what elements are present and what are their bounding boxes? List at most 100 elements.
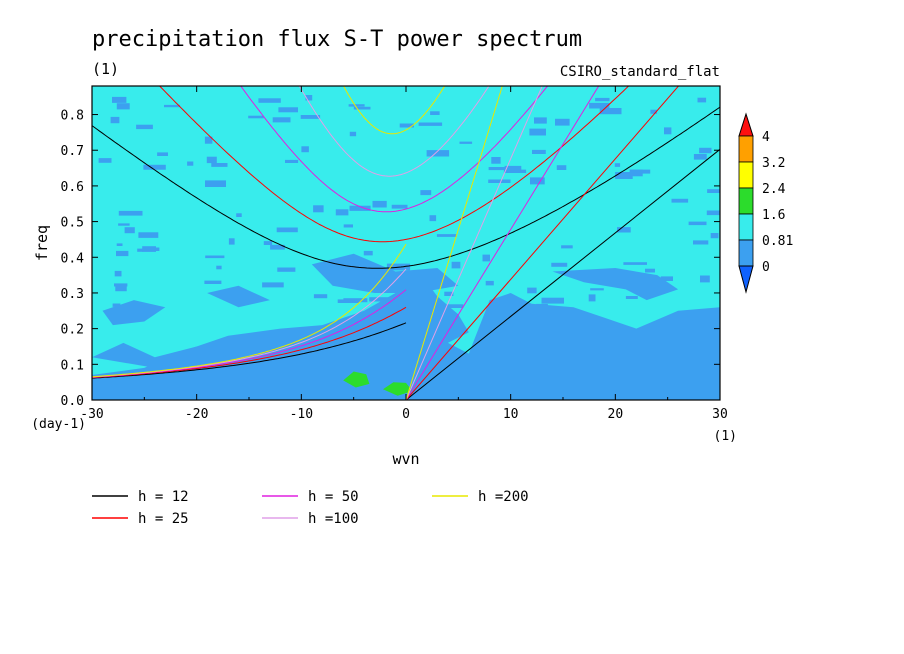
low-power-speck	[532, 149, 546, 154]
inertia-gravity-curve	[158, 86, 630, 243]
colorbar-label: 4	[762, 130, 770, 145]
kelvin-curve	[405, 86, 503, 400]
low-power-speck	[248, 115, 264, 119]
low-power-speck	[277, 267, 296, 272]
low-power-speck	[324, 268, 343, 274]
low-power-speck	[710, 233, 719, 239]
low-power-speck	[693, 240, 709, 245]
low-power-speck	[270, 244, 285, 250]
low-power-speck	[164, 104, 180, 108]
low-power-speck	[143, 164, 166, 170]
low-power-speck	[301, 146, 309, 153]
low-power-speck	[116, 103, 130, 110]
y-axis-label: freq	[33, 225, 51, 261]
low-power-patch	[207, 285, 270, 308]
low-power-speck	[664, 127, 672, 135]
low-power-speck	[216, 265, 222, 270]
low-power-speck	[555, 118, 570, 126]
low-power-speck	[300, 115, 321, 119]
low-power-speck	[418, 270, 434, 276]
low-power-speck	[263, 241, 273, 245]
low-power-speck	[527, 287, 537, 294]
low-power-speck	[588, 294, 596, 302]
low-power-speck	[116, 243, 123, 246]
low-power-speck	[485, 280, 494, 286]
low-power-speck	[335, 209, 349, 216]
low-power-speck	[699, 147, 712, 154]
low-power-speck	[353, 106, 371, 110]
x-tick-label: 10	[503, 407, 519, 422]
mixed-rossby-gravity-curve	[92, 306, 407, 379]
low-power-speck	[138, 232, 159, 238]
low-power-speck	[205, 255, 225, 259]
colorbar: 4 3.2 2.4 1.6 0.81 0	[738, 112, 793, 294]
low-power-speck	[305, 95, 313, 101]
low-power-speck	[204, 136, 213, 144]
dispersion-curves	[92, 86, 720, 400]
colorbar-label: 2.4	[762, 182, 786, 197]
low-power-patch	[311, 253, 459, 293]
low-power-speck	[112, 303, 121, 307]
low-power-speck	[272, 117, 291, 123]
colorbar-label: 3.2	[762, 156, 785, 171]
low-power-speck	[276, 227, 298, 233]
low-power-speck	[343, 224, 353, 228]
low-power-speck	[556, 165, 567, 170]
low-power-speck	[211, 163, 228, 167]
low-power-speck	[313, 294, 328, 299]
low-power-speck	[116, 250, 129, 257]
colorbar-label: 0.81	[762, 234, 793, 249]
low-power-speck	[356, 267, 372, 271]
low-power-speck	[420, 190, 432, 196]
y-tick-label: 0.1	[61, 358, 84, 373]
low-power-speck	[645, 268, 655, 273]
x-tick-label: -30	[80, 407, 103, 422]
colorbar-bottom-triangle	[738, 265, 754, 294]
legend-label: h = 50	[308, 489, 359, 505]
low-power-speck	[706, 210, 720, 216]
model-name-label: CSIRO_standard_flat	[560, 64, 720, 80]
low-power-speck	[348, 104, 365, 107]
low-power-speck	[228, 238, 235, 245]
y-units-label: (day-1)	[31, 417, 86, 432]
low-power-speck	[340, 268, 356, 272]
y-tick-label: 0.3	[61, 287, 84, 302]
low-power-speck	[206, 156, 217, 164]
low-power-speck	[110, 116, 120, 124]
low-power-speck	[205, 180, 226, 187]
low-power-speck	[369, 297, 393, 302]
low-power-speck	[157, 152, 168, 156]
low-power-speck	[436, 234, 457, 237]
colorbar-swatch	[738, 135, 754, 163]
low-power-speck	[488, 167, 512, 171]
plot-area	[92, 86, 720, 400]
kelvin-curve	[405, 86, 680, 400]
low-power-speck	[426, 150, 450, 157]
x-tick-label: -20	[185, 407, 208, 422]
y-tick-label: 0.7	[61, 144, 84, 159]
legend-label: h =100	[308, 511, 359, 527]
low-power-speck	[429, 215, 437, 222]
peak-region	[343, 371, 413, 396]
low-power-speck	[399, 123, 414, 128]
low-power-speck	[561, 245, 573, 249]
low-power-speck	[349, 131, 357, 137]
low-power-speck	[136, 124, 153, 130]
low-power-speck	[614, 163, 621, 167]
x-tick-label: 20	[608, 407, 624, 422]
low-power-speck	[534, 117, 547, 124]
colorbar-swatch	[738, 161, 754, 189]
y-tick-label: 0.4	[61, 251, 85, 266]
low-power-speck	[112, 96, 127, 103]
low-power-speck	[617, 227, 631, 233]
inertia-gravity-curve	[343, 86, 446, 135]
x-tick-label: 30	[712, 407, 728, 422]
low-power-speck	[707, 189, 720, 193]
curve-group	[92, 86, 680, 400]
colorbar-label: 0	[762, 260, 770, 275]
low-power-speck	[313, 205, 324, 213]
x-axis-label: wvn	[392, 450, 419, 468]
y-tick-label: 0.8	[61, 109, 84, 124]
low-power-speck	[153, 247, 160, 251]
